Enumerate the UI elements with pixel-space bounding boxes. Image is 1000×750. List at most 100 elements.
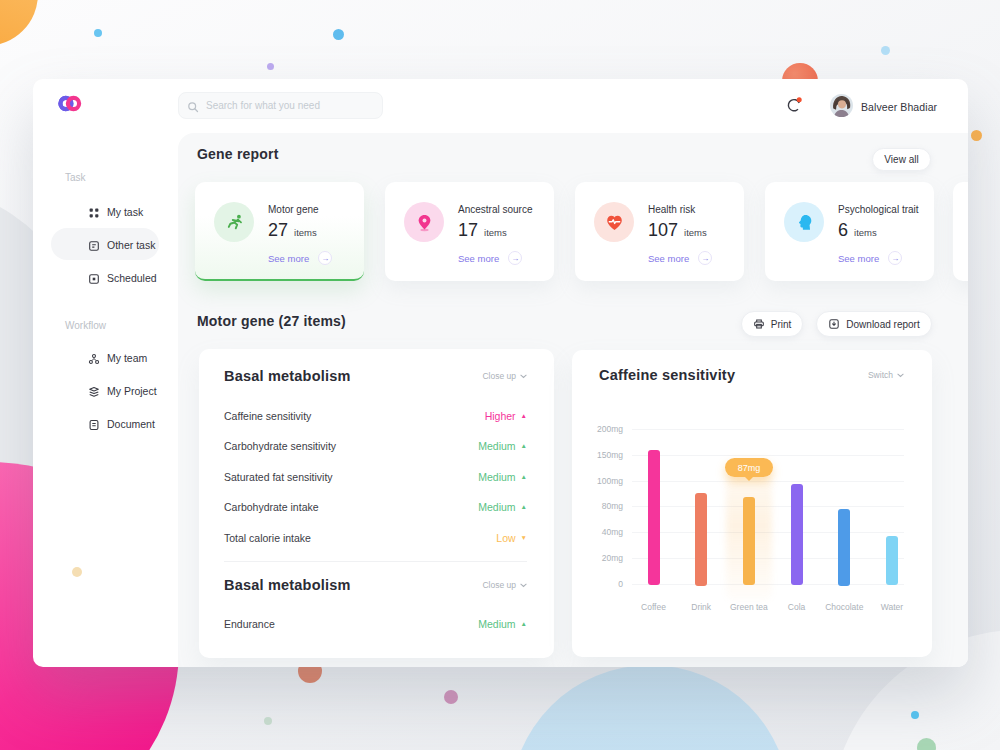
metabolism-row-value: Medium ▲	[478, 471, 527, 483]
metabolism-row-value: Medium ▲	[478, 501, 527, 513]
download-report-button[interactable]: Download report	[816, 311, 932, 337]
metabolism-row-carbohydrate-intake[interactable]: Carbohydrate intake Medium ▲	[224, 500, 527, 514]
see-more-label: See more	[268, 253, 309, 264]
bg-circle-orange-corner	[0, 0, 38, 46]
trend-up-icon: ▲	[521, 503, 527, 510]
bg-dot-green	[917, 738, 936, 750]
metabolism-row-saturated-fat-sensitivity[interactable]: Saturated fat sensitivity Medium ▲	[224, 470, 527, 484]
see-more-label: See more	[458, 253, 499, 264]
stat-card-health-risk[interactable]: Health risk 107 items See more →	[575, 182, 744, 281]
layers-icon	[88, 384, 100, 396]
bar-drink[interactable]	[695, 493, 707, 585]
sidebar-item-my-project[interactable]: My Project	[33, 379, 178, 401]
bg-dot-cream-front	[72, 567, 82, 577]
see-more-link[interactable]: See more →	[268, 251, 332, 265]
trend-up-icon: ▲	[521, 473, 527, 480]
stat-card-count: 17	[458, 220, 478, 241]
bg-dot-palegreen	[264, 717, 272, 725]
pin-icon	[404, 202, 444, 242]
arrow-right-icon: →	[318, 251, 332, 265]
notification-icon[interactable]	[786, 96, 803, 113]
see-more-link[interactable]: See more →	[838, 251, 902, 265]
chevron-down-icon	[520, 374, 527, 379]
chart-tooltip: 87mg	[725, 458, 773, 477]
content-area: Gene report View all Motor gene 27 items…	[178, 133, 968, 667]
metabolism-group-title: Basal metabolism	[224, 368, 351, 384]
arrow-right-icon: →	[888, 251, 902, 265]
chart-title: Caffeine sensitivity	[599, 367, 735, 383]
chart-header: Caffeine sensitivity Switch	[599, 367, 904, 383]
note-icon	[88, 238, 100, 250]
metabolism-row-value: Medium ▲	[478, 440, 527, 452]
stat-card-psychological-trait[interactable]: Psychological trait 6 items See more →	[765, 182, 934, 281]
metabolism-row-value: Low ▼	[496, 532, 527, 544]
metabolism-row-label: Carbohydrate sensitivity	[224, 440, 336, 452]
metabolism-group-title: Basal metabolism	[224, 577, 351, 593]
bg-circle-blue	[510, 665, 790, 750]
team-icon	[88, 351, 100, 363]
bar-coffee[interactable]	[648, 450, 660, 586]
metabolism-row-endurance[interactable]: Endurance Medium ▲	[224, 617, 527, 631]
stat-card-unit: items	[684, 227, 707, 238]
chevron-down-icon	[520, 583, 527, 588]
bg-dot-mauve	[444, 690, 458, 704]
stat-card-motor-gene[interactable]: Motor gene 27 items See more →	[195, 182, 364, 281]
stat-card-title: Health risk	[648, 204, 695, 215]
bar-cola[interactable]	[791, 484, 803, 585]
sidebar-item-label: Other task	[107, 239, 155, 251]
stat-card-unit: items	[854, 227, 877, 238]
see-more-link[interactable]: See more →	[648, 251, 712, 265]
heart-icon	[594, 202, 634, 242]
metabolism-row-label: Total calorie intake	[224, 532, 311, 544]
bg-dot-cyan	[911, 711, 919, 719]
close-up-dropdown[interactable]: Close up	[482, 580, 527, 590]
download-icon	[828, 318, 840, 330]
see-more-link[interactable]: See more →	[458, 251, 522, 265]
arrow-right-icon: →	[698, 251, 712, 265]
metabolism-group-header: Basal metabolism Close up	[224, 577, 527, 593]
metabolism-row-value: Medium ▲	[478, 618, 527, 630]
sidebar-section-workflow: Workflow	[65, 320, 106, 331]
x-axis-label: Water	[860, 602, 924, 612]
stat-card-unit: items	[484, 227, 507, 238]
trend-up-icon: ▲	[521, 620, 527, 627]
search-bar	[178, 92, 383, 119]
sidebar-item-other-task[interactable]: Other task	[33, 233, 178, 255]
sidebar-item-document[interactable]: Document	[33, 412, 178, 434]
sidebar-item-label: Document	[107, 418, 155, 430]
metabolism-row-carbohydrate-sensitivity[interactable]: Carbohydrate sensitivity Medium ▲	[224, 439, 527, 453]
sidebar-item-my-team[interactable]: My team	[33, 346, 178, 368]
trend-up-icon: ▲	[521, 412, 527, 419]
bar-chocolate[interactable]	[838, 509, 850, 585]
view-all-button[interactable]: View all	[872, 148, 931, 171]
sidebar-item-label: My task	[107, 206, 143, 218]
search-input[interactable]	[178, 92, 383, 119]
print-button[interactable]: Print	[741, 311, 803, 337]
gene-report-title: Gene report	[197, 146, 279, 162]
sidebar-item-my-task[interactable]: My task	[33, 200, 178, 222]
document-icon	[88, 417, 100, 429]
metabolism-row-label: Endurance	[224, 618, 275, 630]
y-axis-tick: 200mg	[572, 424, 623, 434]
metabolism-row-label: Caffeine sensitivity	[224, 410, 311, 422]
divider	[224, 561, 527, 562]
stat-card-count: 107	[648, 220, 678, 241]
arrow-right-icon: →	[508, 251, 522, 265]
y-axis-tick: 80mg	[572, 501, 623, 511]
y-axis-tick: 20mg	[572, 553, 623, 563]
metabolism-row-total-calorie-intake[interactable]: Total calorie intake Low ▼	[224, 531, 527, 545]
trend-up-icon: ▲	[521, 442, 527, 449]
switch-dropdown[interactable]: Switch	[868, 370, 904, 380]
app-logo[interactable]	[58, 95, 82, 112]
stat-card-ancestral-source[interactable]: Ancestral source 17 items See more →	[385, 182, 554, 281]
sidebar-item-scheduled[interactable]: Scheduled	[33, 266, 178, 288]
y-axis-tick: 0	[572, 579, 623, 589]
metabolism-row-caffeine-sensitivity[interactable]: Caffeine sensitivity Higher ▲	[224, 409, 527, 423]
bar-green-tea[interactable]	[743, 497, 755, 585]
close-up-dropdown[interactable]: Close up	[482, 371, 527, 381]
bar-water[interactable]	[886, 536, 898, 586]
bg-dot-lightblue	[881, 46, 890, 55]
metabolism-row-label: Saturated fat sensitivity	[224, 471, 333, 483]
sidebar-item-label: Scheduled	[107, 272, 157, 284]
avatar[interactable]	[830, 94, 853, 117]
